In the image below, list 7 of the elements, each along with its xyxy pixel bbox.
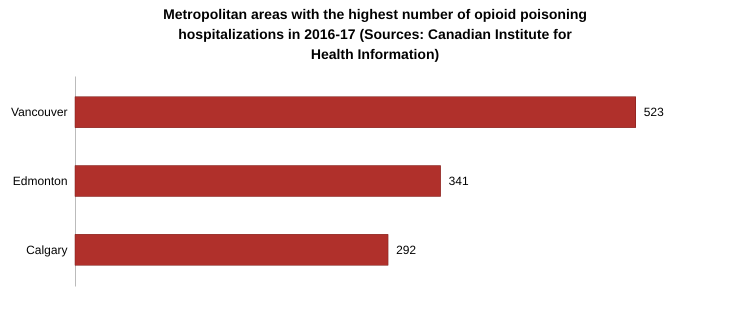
data-label: 292 [396,242,416,257]
y-tick-label: Vancouver [11,105,68,120]
y-tick-label: Edmonton [12,174,68,188]
data-label: 523 [644,105,664,120]
y-tick-label: Calgary [26,242,68,257]
chart-title: Metropolitan areas with the highest number of opioid poisoning hospitalizations in 2016-17 (Sources: Canadian Institute for Health Information) [163,6,587,62]
data-label: 341 [448,174,469,188]
